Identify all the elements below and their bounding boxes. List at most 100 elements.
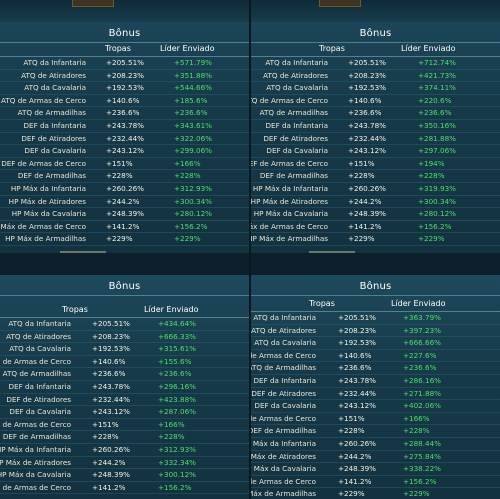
bonus-list[interactable]: ATQ da Infantaria +205.51% +712.74% ATQ de … (251, 57, 500, 246)
bonus-list[interactable]: ATQ da Infantaria +205.51% +363.79% ATQ de … (251, 312, 500, 499)
bonus-row: DEF de Armas de Cerco +151% +194% (251, 158, 500, 171)
row-divider (251, 373, 500, 375)
ornament-icon (319, 0, 361, 7)
bonus-name: DEF da Cavalaria (24, 146, 86, 156)
bonus-row: ATQ da Cavalaria +192.53% +666.66% (251, 337, 500, 350)
tropa-value: +260.26% (348, 183, 387, 193)
header-divider (0, 317, 249, 318)
bonus-row: HP Máx de Armas de Cerco +141.2% +156.2% (251, 476, 500, 489)
tropa-value: +141.2% (338, 476, 372, 486)
bonus-name: ATQ de Armadilhas (17, 108, 86, 118)
lider-value: +156.2% (158, 482, 192, 492)
row-divider (251, 449, 500, 451)
row-divider (251, 487, 500, 489)
bonus-row: HP Máx da Infantaria +260.26% +312.93% (0, 183, 249, 196)
bonus-row: ATQ da Infantaria +205.51% +712.74% (251, 57, 500, 70)
bonus-name: DEF de Armas de Cerco (1, 158, 86, 168)
bonus-name: ATQ de Armas de Cerco (251, 350, 316, 360)
lider-value: +666.66% (403, 338, 442, 348)
tropa-value: +236.6% (348, 108, 382, 118)
bonus-name: HP Máx da Cavalaria (253, 209, 328, 219)
scrollbar[interactable] (309, 251, 355, 253)
tropa-value: +228% (106, 171, 133, 181)
tropa-value: +208.23% (92, 331, 131, 341)
lider-value: +434.64% (158, 319, 197, 328)
bonus-list[interactable]: ATQ da Infantaria +205.51% +571.79% ATQ de … (0, 57, 249, 246)
row-divider (251, 118, 500, 120)
bonus-row: ATQ de Atiradores +208.23% +397.23% (251, 325, 500, 338)
lider-value: +156.2% (418, 221, 452, 231)
lider-value: +236.6% (158, 369, 192, 379)
tropa-value: +243.12% (92, 407, 131, 417)
bonus-name: HP Máx de Armas de Cerco (251, 476, 316, 486)
lider-value: +296.16% (158, 381, 197, 391)
tropa-value: +236.6% (338, 363, 372, 373)
tropa-value: +244.2% (92, 457, 126, 467)
lider-value: +351.88% (174, 70, 213, 80)
row-divider (251, 68, 500, 70)
row-divider (251, 424, 500, 426)
tropa-value: +192.53% (92, 344, 131, 354)
lider-value: +228% (403, 426, 430, 436)
lider-value: +712.74% (418, 58, 457, 67)
lider-value: +229% (403, 489, 430, 499)
column-header-tropas: Tropas (319, 44, 345, 53)
bonus-panel-1: Bônus Tropas Líder Enviado ATQ da Infant… (0, 0, 249, 253)
bonus-row: HP Máx de Atiradores +244.2% +300.34% (251, 196, 500, 209)
row-divider (0, 417, 249, 419)
bonus-row: HP Máx da Cavalaria +248.39% +280.12% (251, 208, 500, 221)
lider-value: +166% (174, 158, 201, 168)
bonus-row: ATQ da Cavalaria +192.53% +315.61% (0, 343, 249, 356)
lider-value: +571.79% (174, 58, 213, 67)
bonus-name: ATQ de Armas de Cerco (0, 356, 71, 366)
row-divider (0, 106, 249, 108)
lider-value: +332.34% (158, 457, 197, 467)
row-divider (251, 207, 500, 209)
lider-value: +402.06% (403, 401, 442, 411)
bonus-row: ATQ de Atiradores +208.23% +421.73% (251, 70, 500, 83)
column-header-tropas: Tropas (62, 305, 88, 314)
bonus-name: ATQ da Infantaria (265, 58, 328, 67)
bonus-name: HP Máx da Cavalaria (251, 464, 316, 474)
bonus-row: HP Máx de Atiradores +244.2% +300.34% (0, 196, 249, 209)
bonus-row: DEF da Cavalaria +243.12% +297.06% (251, 145, 500, 158)
bonus-name: ATQ da Cavalaria (254, 338, 316, 348)
bonus-name: ATQ da Infantaria (23, 58, 86, 67)
row-divider (0, 430, 249, 432)
bonus-name: ATQ de Armas de Cerco (251, 95, 328, 105)
tropa-value: +248.39% (106, 209, 145, 219)
bonus-row: ATQ da Infantaria +205.51% +571.79% (0, 57, 249, 70)
tropa-value: +244.2% (106, 196, 140, 206)
bonus-row: ATQ de Armadilhas +236.6% +236.6% (0, 107, 249, 120)
bonus-row: ATQ da Infantaria +205.51% +363.79% (251, 312, 500, 325)
row-divider (0, 219, 249, 221)
tropa-value: +236.6% (106, 108, 140, 118)
panel-header-band (0, 0, 249, 22)
tropa-value: +208.23% (348, 70, 387, 80)
lider-value: +300.12% (158, 470, 197, 480)
bonus-row: ATQ de Atiradores +208.23% +351.88% (0, 70, 249, 83)
tropa-value: +140.6% (348, 95, 382, 105)
bonus-list[interactable]: ATQ da Infantaria +205.51% +434.64% ATQ de … (0, 318, 249, 495)
bonus-name: DEF de Armas de Cerco (251, 158, 328, 168)
lider-value: +312.93% (158, 444, 197, 454)
row-divider (0, 194, 249, 196)
tropa-value: +151% (106, 158, 133, 168)
lider-value: +280.12% (174, 209, 213, 219)
ornament-icon (72, 0, 114, 7)
row-divider (0, 131, 249, 133)
tropa-value: +243.78% (106, 120, 145, 130)
tropa-value: +205.51% (106, 58, 145, 67)
row-divider (0, 93, 249, 95)
tropa-value: +244.2% (338, 451, 372, 461)
lider-value: +319.93% (418, 183, 457, 193)
bonus-name: HP Máx de Atiradores (0, 457, 71, 467)
bonus-name: DEF da Infantaria (8, 381, 72, 391)
row-divider (251, 181, 500, 183)
tropa-value: +232.44% (92, 394, 131, 404)
scrollbar[interactable] (60, 251, 106, 253)
tropa-value: +228% (338, 426, 365, 436)
header-divider (251, 311, 500, 312)
row-divider (0, 455, 249, 457)
bonus-name: DEF de Armadilhas (17, 171, 86, 181)
